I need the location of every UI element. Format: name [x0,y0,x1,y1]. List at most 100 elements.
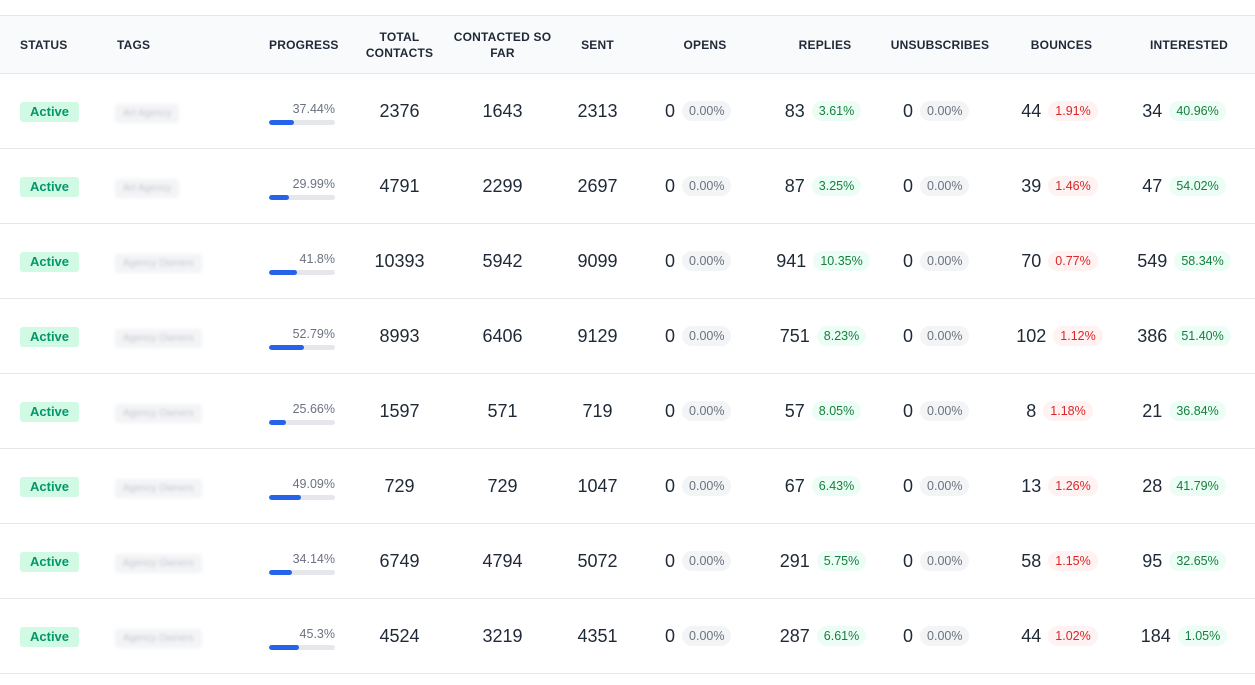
tag-chip[interactable]: Agency Owners [115,479,202,498]
opens-cell: 0 0.00% [640,224,770,299]
bounces-count: 102 [1016,326,1046,347]
header-total-contacts[interactable]: TOTAL CONTACTS [349,16,450,74]
status-cell: Active [0,149,113,224]
unsubscribes-rate-pill: 0.00% [920,101,969,121]
progress-bar-fill [269,495,301,500]
interested-cell: 184 1.05% [1123,599,1255,674]
bounces-count: 8 [1026,401,1036,422]
bounces-rate-pill: 1.18% [1043,401,1092,421]
replies-cell: 87 3.25% [770,149,880,224]
header-contacted-so-far[interactable]: CONTACTED SO FAR [450,16,555,74]
progress-percent: 25.66% [269,402,335,416]
tag-cell: Agency Owners [113,449,257,524]
sent-value: 9099 [555,224,640,299]
contacted-value: 571 [450,374,555,449]
progress-widget: 45.3% [269,627,335,650]
progress-percent: 29.99% [269,177,335,191]
bounces-cell: 39 1.46% [1000,149,1123,224]
table-row[interactable]: Active Agency Owners 45.3% 4524 3219 435… [0,599,1255,674]
header-bounces[interactable]: BOUNCES [1000,16,1123,74]
header-interested[interactable]: INTERESTED [1123,16,1255,74]
table-row[interactable]: Active Art Agency 29.99% 4791 2299 2697 … [0,149,1255,224]
bounces-count: 58 [1021,551,1041,572]
progress-bar [269,420,335,425]
table-header-row: STATUS TAGS PROGRESS TOTAL CONTACTS CONT… [0,16,1255,74]
replies-count: 751 [780,326,810,347]
opens-count: 0 [665,326,675,347]
bounces-count: 13 [1021,476,1041,497]
bounces-cell: 44 1.02% [1000,599,1123,674]
unsubscribes-count: 0 [903,626,913,647]
progress-percent: 37.44% [269,102,335,116]
status-cell: Active [0,299,113,374]
unsubscribes-cell: 0 0.00% [880,149,1000,224]
interested-rate-pill: 40.96% [1169,101,1225,121]
table-row[interactable]: Active Agency Owners 25.66% 1597 571 719… [0,374,1255,449]
opens-rate-pill: 0.00% [682,626,731,646]
replies-count: 57 [785,401,805,422]
unsubscribes-rate-pill: 0.00% [920,251,969,271]
replies-cell: 941 10.35% [770,224,880,299]
table-row[interactable]: Active Agency Owners 49.09% 729 729 1047… [0,449,1255,524]
tag-chip[interactable]: Agency Owners [115,629,202,648]
contacted-value: 729 [450,449,555,524]
progress-bar [269,270,335,275]
header-opens[interactable]: OPENS [640,16,770,74]
progress-bar-fill [269,420,286,425]
table-row[interactable]: Active Art Agency 37.44% 2376 1643 2313 … [0,74,1255,149]
tag-chip[interactable]: Art Agency [115,104,179,123]
opens-count: 0 [665,476,675,497]
unsubscribes-cell: 0 0.00% [880,299,1000,374]
tag-chip[interactable]: Agency Owners [115,404,202,423]
table-row[interactable]: Active Agency Owners 52.79% 8993 6406 91… [0,299,1255,374]
status-cell: Active [0,74,113,149]
header-replies[interactable]: REPLIES [770,16,880,74]
tag-cell: Agency Owners [113,374,257,449]
header-status[interactable]: STATUS [0,16,113,74]
bounces-count: 44 [1021,626,1041,647]
progress-cell: 49.09% [257,449,349,524]
table-body: Active Art Agency 37.44% 2376 1643 2313 … [0,74,1255,674]
unsubscribes-count: 0 [903,101,913,122]
interested-count: 549 [1137,251,1167,272]
progress-percent: 41.8% [269,252,335,266]
bounces-rate-pill: 0.77% [1048,251,1097,271]
progress-percent: 52.79% [269,327,335,341]
table-row[interactable]: Active Agency Owners 41.8% 10393 5942 90… [0,224,1255,299]
progress-cell: 34.14% [257,524,349,599]
table-row[interactable]: Active Agency Owners 34.14% 6749 4794 50… [0,524,1255,599]
opens-rate-pill: 0.00% [682,476,731,496]
replies-cell: 287 6.61% [770,599,880,674]
replies-cell: 751 8.23% [770,299,880,374]
bounces-cell: 102 1.12% [1000,299,1123,374]
unsubscribes-rate-pill: 0.00% [920,476,969,496]
progress-widget: 37.44% [269,102,335,125]
progress-bar [269,120,335,125]
bounces-count: 39 [1021,176,1041,197]
progress-cell: 37.44% [257,74,349,149]
tag-cell: Art Agency [113,74,257,149]
tag-chip[interactable]: Agency Owners [115,554,202,573]
header-tags[interactable]: TAGS [113,16,257,74]
total-contacts-value: 10393 [349,224,450,299]
opens-rate-pill: 0.00% [682,251,731,271]
replies-rate-pill: 6.43% [812,476,861,496]
bounces-count: 44 [1021,101,1041,122]
header-unsubscribes[interactable]: UNSUBSCRIBES [880,16,1000,74]
status-badge: Active [20,402,79,422]
interested-cell: 28 41.79% [1123,449,1255,524]
tag-chip[interactable]: Agency Owners [115,254,202,273]
status-badge: Active [20,477,79,497]
status-cell: Active [0,524,113,599]
interested-count: 21 [1142,401,1162,422]
top-spacer [0,0,1255,15]
tag-chip[interactable]: Agency Owners [115,329,202,348]
replies-count: 941 [776,251,806,272]
bounces-cell: 13 1.26% [1000,449,1123,524]
status-cell: Active [0,599,113,674]
opens-rate-pill: 0.00% [682,401,731,421]
header-sent[interactable]: SENT [555,16,640,74]
header-progress[interactable]: PROGRESS [257,16,349,74]
tag-chip[interactable]: Art Agency [115,179,179,198]
progress-bar [269,570,335,575]
